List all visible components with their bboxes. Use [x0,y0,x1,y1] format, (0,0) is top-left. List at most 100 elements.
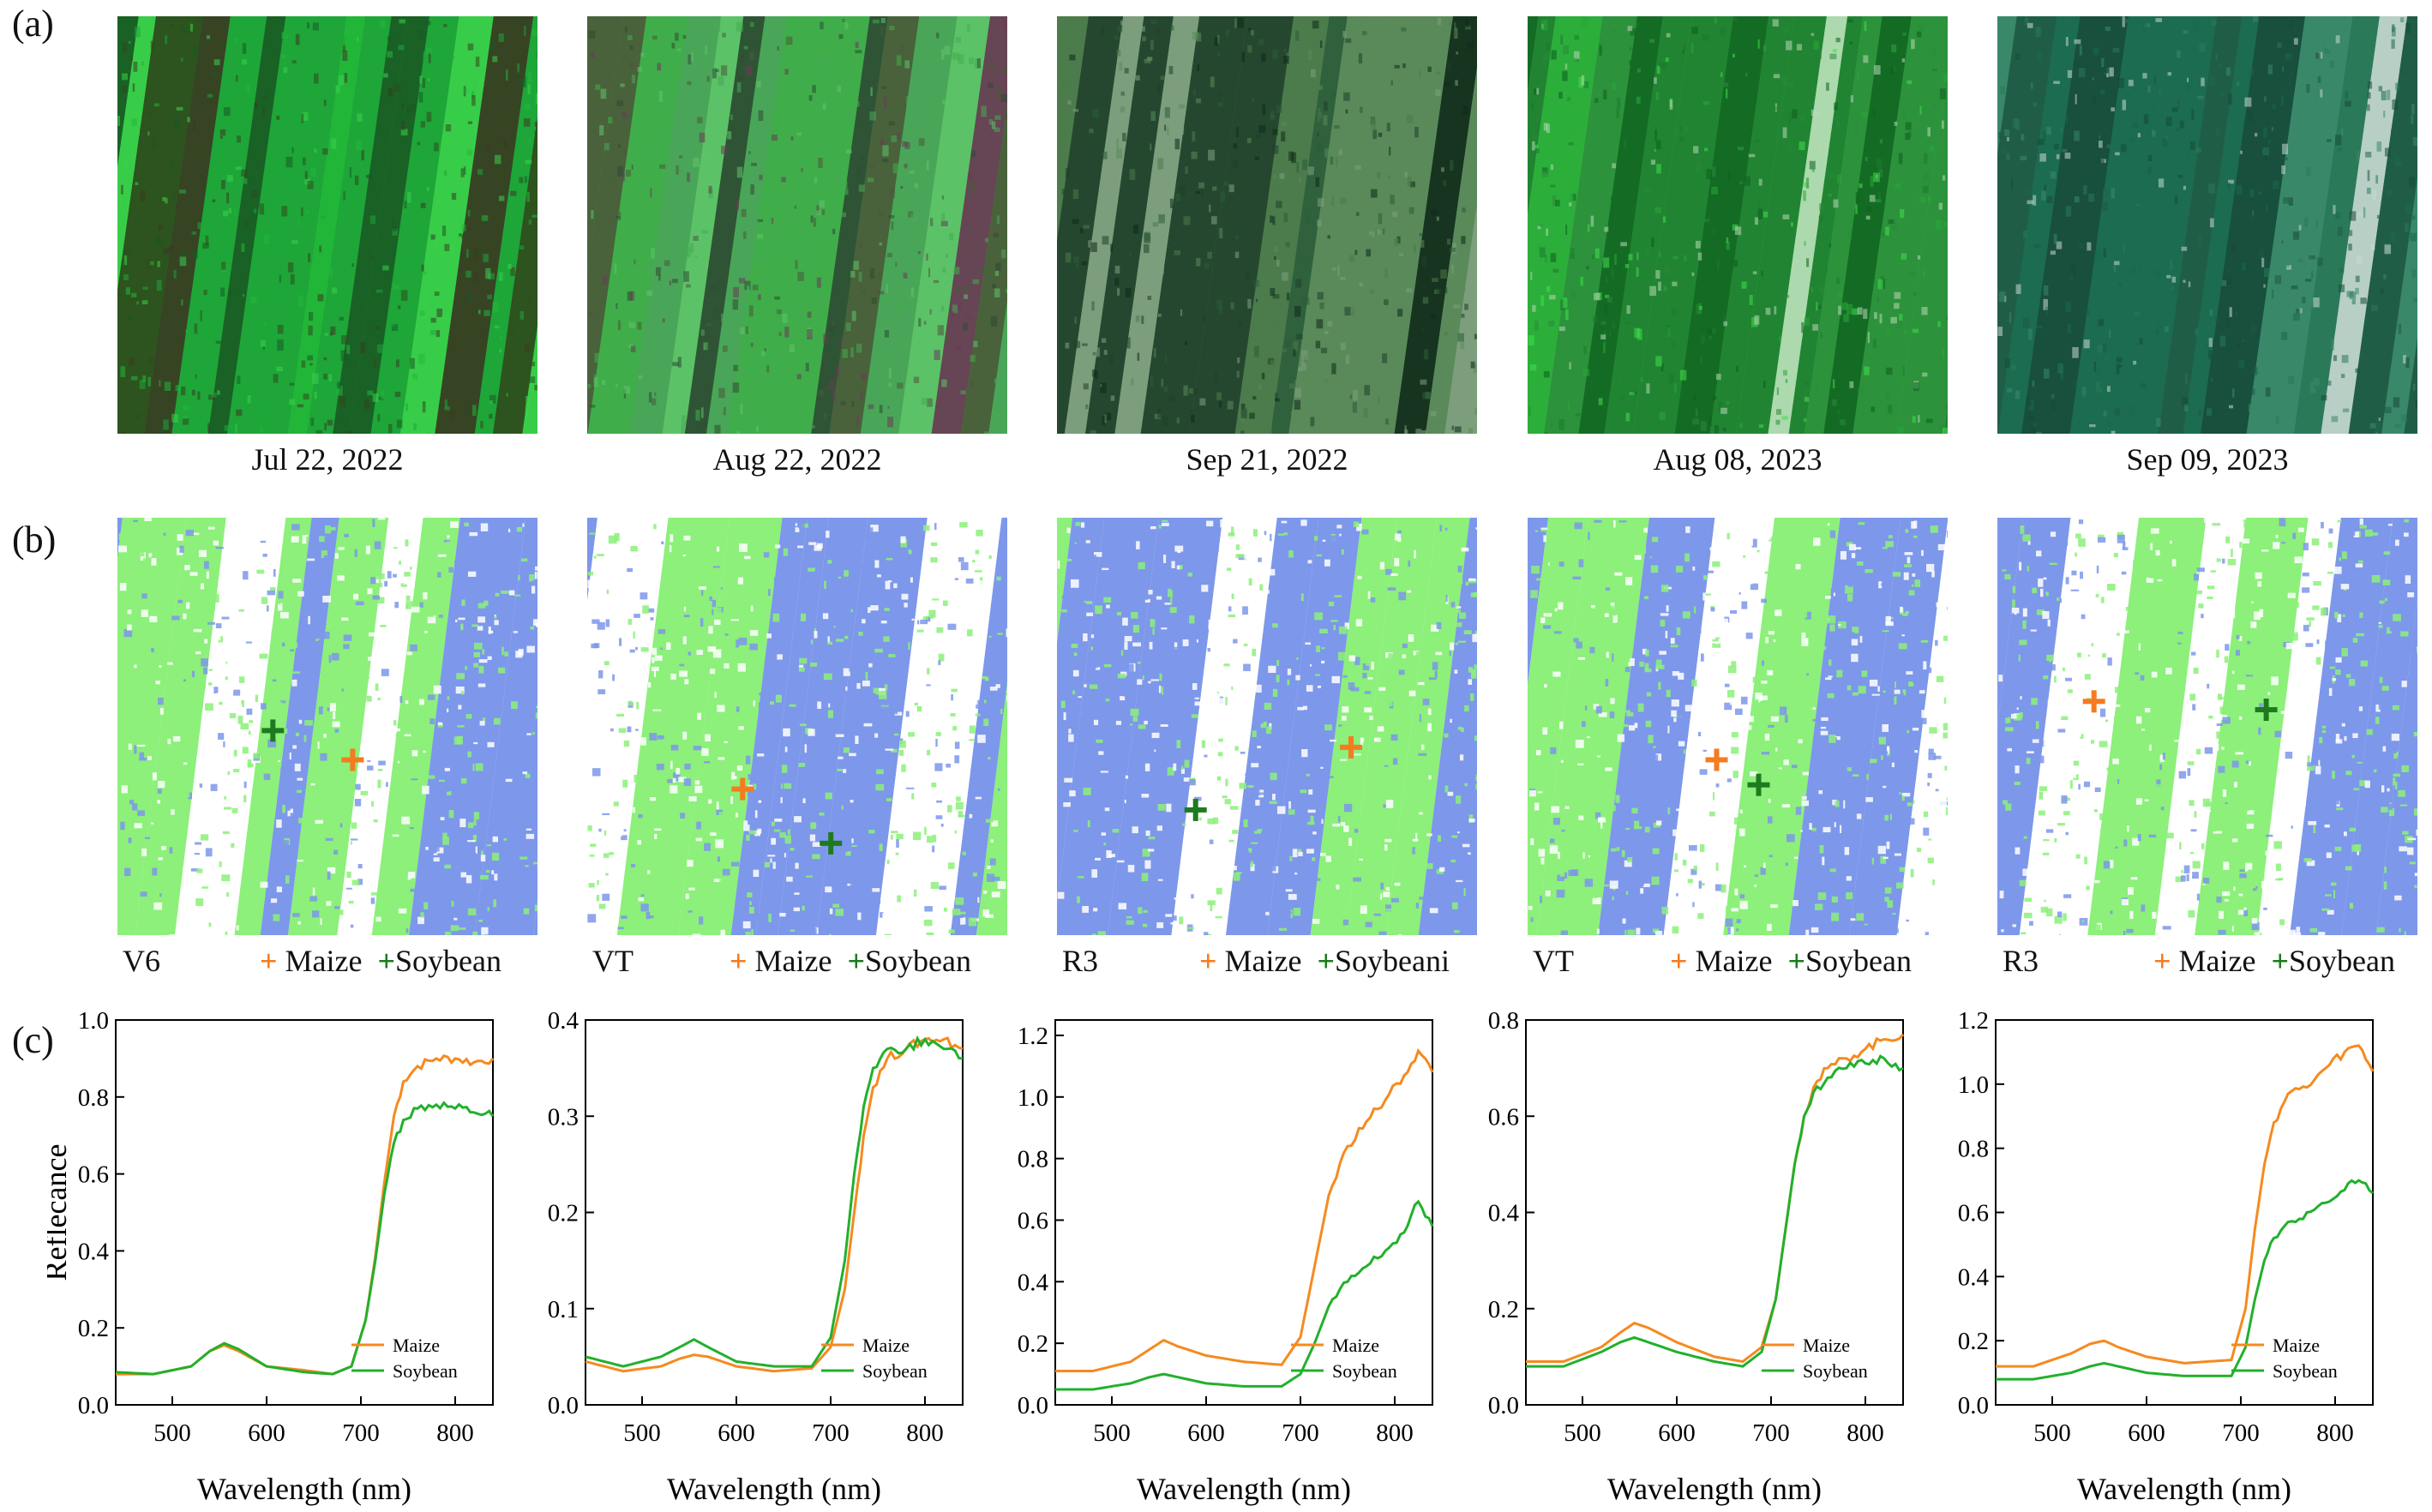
image-date-caption: Sep 21, 2022 [1186,442,1348,477]
soybean-legend-label: Soybean [1804,944,1912,978]
y-tick-label: 0.0 [1488,1392,1519,1419]
soybean-legend-icon: + [1317,944,1335,978]
maize-spectrum-line [1526,1033,1905,1364]
panel-label-a: (a) [12,3,54,45]
classification-map-2 [587,518,1007,935]
soybean-marker [261,719,285,742]
maize-legend-label: Maize [1216,944,1318,978]
maize-marker [1705,748,1728,771]
soybean-legend-label: Soybean [2288,944,2395,978]
x-tick-label: 800 [436,1419,474,1447]
map-legend: + Maize +Soybean [730,943,971,979]
spectra-chart-4: 0.0 0.2 0.4 0.6 0.8 500 600 700 800 Wavelength (n… [1488,1011,1905,1506]
y-tick-label: 1.2 [1018,1023,1048,1050]
map-legend: + Maize +Soybean [2153,943,2395,979]
y-tick-label: 0.6 [1018,1207,1048,1234]
image-date-caption: Aug 22, 2022 [712,442,882,477]
y-tick-label: 0.0 [548,1392,579,1419]
x-tick-label: 700 [342,1419,380,1447]
maize-spectrum-line [585,1036,964,1373]
panel-label-c: (c) [12,1019,54,1061]
soybean-legend-label: Soybeani [1334,944,1450,978]
x-tick-label: 600 [718,1419,755,1447]
x-tick-label: 800 [906,1419,944,1447]
rgb-image-4 [1528,16,1948,434]
x-axis-label: Wavelength (nm) [197,1472,411,1506]
x-tick-label: 800 [2316,1419,2354,1447]
y-tick-label: 0.0 [1018,1392,1048,1419]
map-legend: + Maize +Soybeani [1199,943,1450,979]
soybean-spectrum-line [585,1035,964,1368]
maize-legend-icon: + [2153,944,2171,978]
spectra-chart-2: 0.0 0.1 0.2 0.3 0.4 500 600 700 800 Wavelength (n… [548,1011,964,1506]
y-tick-label: 0.6 [1958,1200,1989,1227]
map-legend: + Maize +Soybean [260,943,501,979]
y-tick-label: 0.8 [1018,1146,1048,1173]
x-tick-label: 800 [1847,1419,1884,1447]
image-date-caption: Sep 09, 2023 [2126,442,2289,477]
soybean-marker [1184,798,1207,821]
x-tick-label: 700 [2222,1419,2260,1447]
classification-map-3 [1057,518,1477,935]
y-tick-label: 0.3 [548,1103,579,1131]
classification-map-1 [117,518,537,935]
legend-label: Soybean [862,1360,928,1382]
rgb-image-1 [117,16,537,434]
y-tick-label: 0.8 [1958,1136,1989,1163]
y-tick-label: 0.8 [78,1084,109,1112]
image-date-caption: Jul 22, 2022 [251,442,404,477]
growth-stage-label: V6 [123,944,160,978]
spectra-chart-3: 0.0 0.2 0.4 0.6 0.8 1.0 1.2 500 600 700 800 Wavelen… [1018,1019,1434,1506]
x-tick-label: 700 [812,1419,850,1447]
soybean-marker [2255,699,2278,722]
maize-spectrum-line [1055,1047,1434,1372]
x-tick-label: 700 [1282,1419,1319,1447]
y-tick-label: 0.4 [1958,1263,1990,1291]
y-tick-label: 0.0 [78,1392,109,1419]
plot-frame [1054,1019,1433,1406]
soybean-legend-icon: + [847,944,865,978]
x-tick-label: 500 [1564,1419,1601,1447]
y-tick-label: 0.8 [1488,1011,1519,1035]
soybean-spectrum-line [1055,1199,1434,1391]
soybean-spectrum-line [115,1101,495,1376]
x-tick-label: 500 [623,1419,661,1447]
y-tick-label: 0.4 [78,1238,110,1265]
x-axis-label: Wavelength (nm) [667,1472,881,1506]
legend-label: Maize [393,1335,440,1356]
x-tick-label: 800 [1376,1419,1414,1447]
y-tick-label: 0.6 [1488,1103,1519,1131]
y-tick-label: 1.0 [1958,1071,1989,1099]
soybean-legend-icon: + [1787,944,1805,978]
x-tick-label: 600 [1658,1419,1696,1447]
maize-legend-icon: + [730,944,748,978]
soybean-marker [820,831,843,855]
x-tick-label: 500 [1093,1419,1131,1447]
y-axis-label: Reflecance [47,1144,73,1281]
spectra-chart-5: 0.0 0.2 0.4 0.6 0.8 1.0 1.2 500 600 700 800 Wavelen… [1958,1011,2375,1506]
x-tick-label: 700 [1752,1419,1790,1447]
y-tick-label: 0.6 [78,1161,109,1189]
image-date-caption: Aug 08, 2023 [1653,442,1822,477]
x-axis-label: Wavelength (nm) [1607,1472,1822,1506]
y-tick-label: 1.2 [1958,1011,1989,1035]
y-tick-label: 0.4 [1488,1200,1520,1227]
y-tick-label: 0.0 [1958,1392,1989,1419]
legend-label: Maize [862,1335,910,1356]
maize-legend-icon: + [1670,944,1688,978]
soybean-marker [1747,773,1770,796]
y-tick-label: 0.1 [548,1296,579,1323]
classification-map-4 [1528,518,1948,935]
legend-label: Maize [2273,1335,2320,1356]
maize-marker [731,777,754,801]
y-tick-label: 0.2 [1018,1330,1048,1358]
rgb-image-2 [587,16,1007,434]
soybean-spectrum-line [1996,1179,2374,1381]
legend-label: Soybean [1332,1360,1397,1382]
legend-label: Maize [1332,1335,1379,1356]
growth-stage-label: R3 [1062,944,1099,978]
legend-label: Soybean [393,1360,458,1382]
maize-legend-label: Maize [1687,944,1788,978]
x-tick-label: 500 [2033,1419,2071,1447]
soybean-legend-label: Soybean [394,944,501,978]
